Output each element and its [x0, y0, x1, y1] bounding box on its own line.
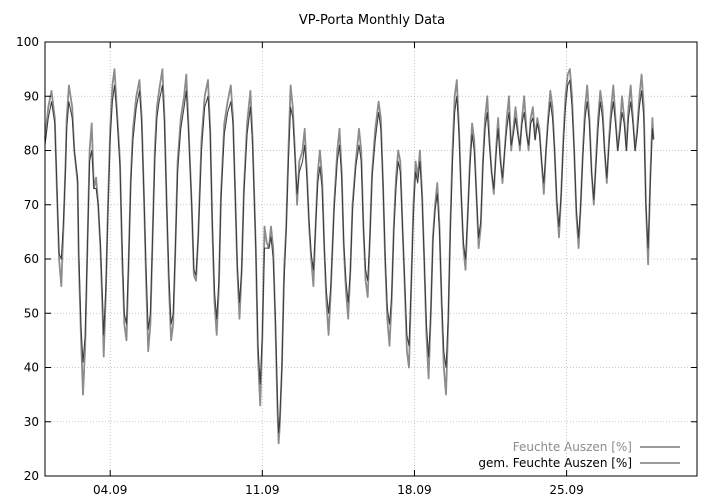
y-tick-label: 70 [24, 198, 39, 212]
y-tick-label: 90 [24, 89, 39, 103]
series-line-1 [44, 68, 655, 445]
chart-title: VP-Porta Monthly Data [299, 13, 445, 28]
y-tick-label: 20 [24, 469, 39, 483]
legend: Feuchte Auszen [%] gem. Feuchte Auszen [%… [478, 440, 680, 470]
axes: 20 30 40 50 60 70 80 90 100 04.09 11.09 18.09 25.09 [16, 35, 697, 497]
y-tick-label: 50 [24, 306, 39, 320]
y-tick-label: 100 [16, 35, 39, 49]
legend-label-2: gem. Feuchte Auszen [%] [478, 456, 632, 470]
series-line-2 [44, 79, 654, 434]
legend-label-1: Feuchte Auszen [%] [513, 440, 632, 454]
series-layer [44, 68, 655, 445]
y-tick-label: 30 [24, 415, 39, 429]
x-tick-label: 25.09 [549, 483, 583, 497]
x-tick-label: 04.09 [93, 483, 127, 497]
y-tick-label: 80 [24, 144, 39, 158]
x-tick-label: 18.09 [397, 483, 431, 497]
y-tick-label: 40 [24, 361, 39, 375]
x-tick-label: 11.09 [245, 483, 279, 497]
y-tick-label: 60 [24, 252, 39, 266]
